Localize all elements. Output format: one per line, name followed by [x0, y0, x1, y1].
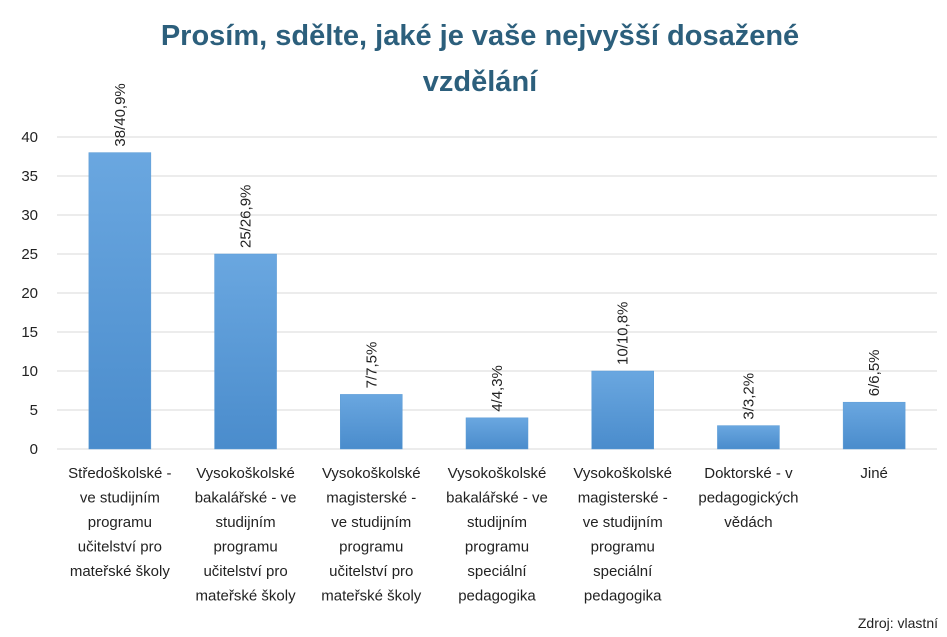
bar — [340, 394, 403, 450]
x-tick-label: Středoškolské -ve studijním programu učite… — [68, 465, 171, 580]
y-tick-label: 25 — [21, 246, 38, 263]
data-label: 4/4,3% — [489, 365, 506, 412]
data-label: 38/40,9% — [112, 83, 129, 146]
y-tick-label: 15 — [21, 324, 38, 341]
x-tick-label: Vysokoškolské bakalářské - ve studijním pro… — [446, 465, 548, 605]
y-tick-label: 30 — [21, 207, 38, 224]
bar — [465, 417, 529, 450]
data-label: 10/10,8% — [615, 302, 632, 365]
y-tick-label: 10 — [21, 363, 38, 380]
y-tick-label: 0 — [30, 441, 38, 458]
x-tick-label: Vysokoškolské bakalářské - ve studijním pro… — [195, 465, 297, 605]
x-tick-label: Vysokoškolské magisterské -ve studijním pr… — [573, 465, 672, 605]
y-tick-label: 40 — [21, 129, 38, 146]
bar — [88, 152, 152, 450]
y-tick-label: 20 — [21, 285, 38, 302]
y-tick-label: 5 — [30, 402, 38, 419]
data-label: 3/3,2% — [740, 373, 757, 420]
chart-title: Prosím, sdělte, jaké je vaše nejvyšší do… — [161, 20, 799, 98]
data-label: 7/7,5% — [363, 342, 380, 389]
bar — [591, 370, 654, 450]
bar — [717, 425, 780, 450]
y-tick-label: 35 — [21, 168, 38, 185]
bar — [214, 253, 277, 450]
x-tick-label: Vysokoškolské magisterské -ve studijním pr… — [321, 465, 422, 605]
data-label: 6/6,5% — [866, 349, 883, 396]
data-label: 25/26,9% — [238, 185, 255, 248]
source-note: Zdroj: vlastní — [858, 615, 938, 631]
x-tick-label: Jiné — [860, 465, 888, 482]
bar — [842, 401, 906, 450]
x-tick-label: Doktorské - v pedagogických vědách — [698, 465, 798, 531]
